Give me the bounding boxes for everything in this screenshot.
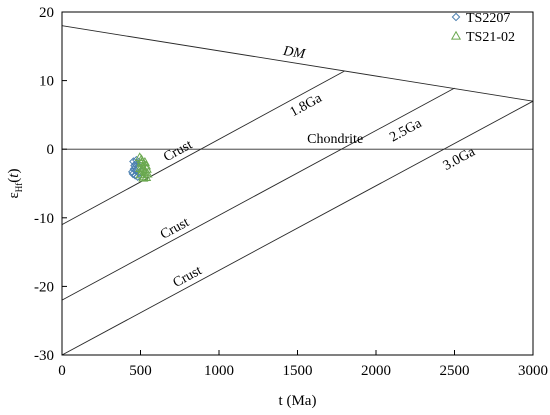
- x-tick-label-3: 1500: [283, 363, 313, 379]
- reference-lines: [62, 25, 533, 355]
- y-axis-title-base: ε: [6, 192, 22, 198]
- x-tick-label-4: 2000: [361, 363, 391, 379]
- axis-ticks: 0 500 1000 1500 2000 2500 3000 -30 -20 -10 0 10 20: [34, 5, 548, 379]
- reference-line-label-2: 1.8Ga: [288, 91, 326, 121]
- data-points: [128, 152, 153, 182]
- y-tick-label-0: -30: [34, 348, 54, 364]
- data-point-triangle-1-10: [135, 163, 146, 173]
- legend-label-1: TS21-02: [466, 30, 515, 45]
- y-tick-label-2: -10: [34, 211, 54, 227]
- data-point-triangle-1-14: [138, 172, 149, 182]
- y-axis-title-suffix: (t): [6, 169, 22, 183]
- reference-line-label-0: DM: [281, 44, 307, 63]
- data-point-diamond-0-6: [130, 170, 140, 180]
- crust-label-2: Crust: [171, 263, 205, 291]
- legend: TS2207 TS21-02: [450, 11, 515, 45]
- legend-marker-1: [450, 30, 462, 40]
- x-tick-label-0: 0: [58, 363, 66, 379]
- reference-line-4: [62, 100, 533, 355]
- reference-line-label-1: Chondrite: [307, 132, 363, 147]
- reference-line-2: [62, 70, 345, 226]
- y-tick-label-3: 0: [47, 142, 55, 158]
- x-tick-label-5: 2500: [440, 363, 470, 379]
- reference-line-label-3: 2.5Ga: [387, 116, 425, 146]
- reference-line-3: [62, 87, 455, 301]
- x-tick-label-2: 1000: [204, 363, 234, 379]
- data-point-triangle-1-15: [136, 154, 147, 164]
- data-point-triangle-1-11: [137, 164, 148, 174]
- y-axis-title-sub: Hf: [14, 183, 24, 193]
- y-tick-label-5: 20: [39, 5, 54, 21]
- data-point-triangle-1-16: [141, 172, 152, 181]
- legend-marker-0: [451, 12, 461, 22]
- crust-label-1: Crust: [158, 215, 192, 243]
- y-tick-label-1: -20: [34, 279, 54, 295]
- data-point-triangle-1-9: [141, 163, 152, 173]
- data-point-diamond-0-12: [128, 169, 138, 179]
- legend-label-0: TS2207: [466, 11, 510, 26]
- y-axis-title: εHf(t): [6, 169, 24, 199]
- data-point-triangle-1-12: [139, 157, 150, 166]
- reference-line-0: [62, 25, 533, 102]
- y-tick-label-4: 10: [39, 74, 54, 90]
- x-tick-label-6: 3000: [518, 363, 548, 379]
- x-axis-title: t (Ma): [279, 393, 317, 409]
- x-tick-label-1: 500: [129, 363, 152, 379]
- reference-line-label-4: 3.0Ga: [441, 144, 479, 174]
